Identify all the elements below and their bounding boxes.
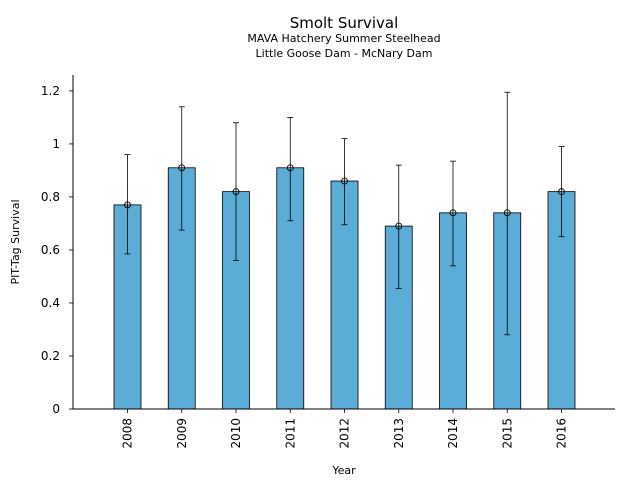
y-ticks-layer: 0 0.2 0.4 0.6 0.8 1 1.2 <box>41 84 73 416</box>
point-marker-2012 <box>341 177 348 185</box>
x-tick-label-2011: 2011 <box>283 418 297 449</box>
y-tick-label-5: 1 <box>52 137 60 151</box>
y-tick-label-4: 0.8 <box>41 190 60 204</box>
bar-2011 <box>276 167 305 410</box>
chart-title: Smolt Survival <box>290 14 399 32</box>
y-tick-label-2: 0.4 <box>41 296 60 310</box>
x-tick-label-2016: 2016 <box>555 418 569 449</box>
x-tick-label-2009: 2009 <box>175 418 189 449</box>
point-marker-2013 <box>395 222 403 230</box>
x-tick-label-2013: 2013 <box>392 418 406 449</box>
point-marker-2016 <box>558 188 565 196</box>
x-tick-label-2012: 2012 <box>338 418 352 449</box>
x-tick-label-2010: 2010 <box>229 418 243 449</box>
y-tick-label-1: 0.2 <box>41 349 60 363</box>
y-tick-label-0: 0 <box>52 402 60 416</box>
point-marker-2011 <box>286 164 294 172</box>
point-marker-2008 <box>124 201 131 209</box>
x-tick-label-2014: 2014 <box>446 418 460 449</box>
x-tick-label-2008: 2008 <box>121 418 135 449</box>
chart-subtitle-line-2: Little Goose Dam - McNary Dam <box>256 47 433 60</box>
x-tick-label-2015: 2015 <box>500 418 514 449</box>
x-ticks-layer: 2008 2009 2010 2011 2012 2013 2014 2015 2016 <box>121 409 569 449</box>
point-marker-2015 <box>503 209 511 217</box>
point-marker-2009 <box>178 164 186 172</box>
error-bars-layer <box>124 91 565 336</box>
chart-subtitle-line-1: MAVA Hatchery Summer Steelhead <box>247 32 440 45</box>
point-marker-2014 <box>449 209 457 217</box>
y-tick-label-3: 0.6 <box>41 243 60 257</box>
y-tick-label-6: 1.2 <box>41 84 60 98</box>
x-axis-label: Year <box>331 464 356 477</box>
y-axis-label: PIT-Tag Survival <box>9 199 22 284</box>
point-marker-2010 <box>232 188 240 196</box>
